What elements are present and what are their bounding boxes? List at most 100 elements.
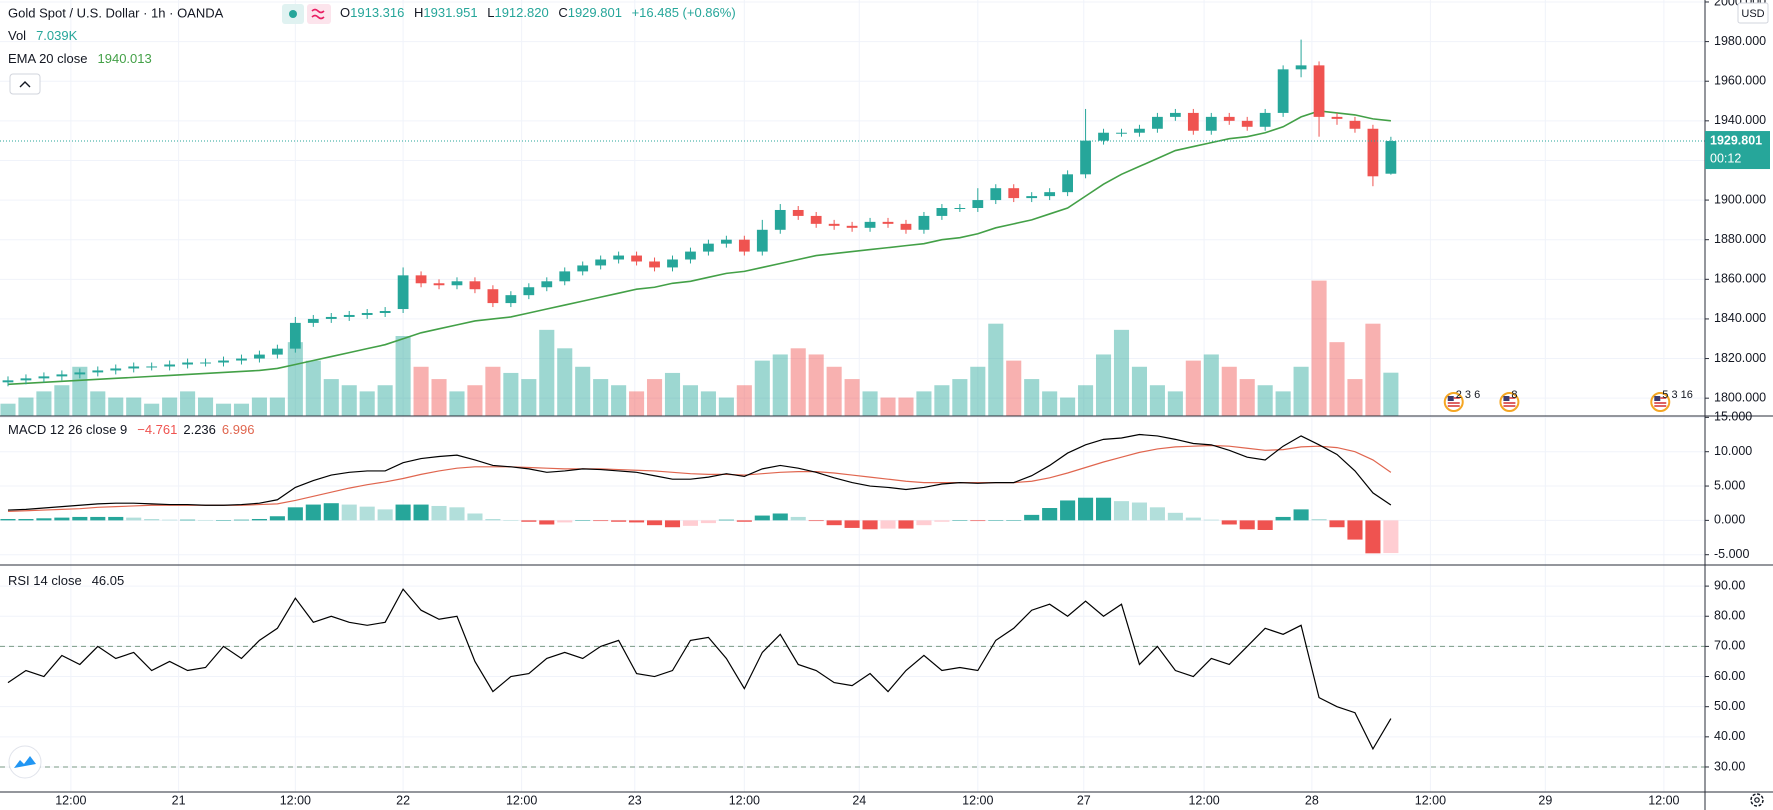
y-tick-label: 1960.000 <box>1714 74 1766 88</box>
candle-body <box>1098 132 1109 141</box>
volume-bar <box>233 403 250 416</box>
event-label: 8 <box>1511 389 1517 401</box>
volume-bar <box>144 403 160 416</box>
candle-body <box>792 209 804 216</box>
histogram-bar <box>126 517 142 521</box>
candle-body <box>882 221 894 224</box>
candle-body <box>164 364 176 367</box>
volume-bar <box>1257 385 1273 416</box>
histogram-bar <box>611 520 627 522</box>
histogram-bar <box>1239 520 1255 530</box>
visibility-button[interactable] <box>282 4 304 24</box>
volume-bar <box>1060 397 1076 416</box>
histogram-bar <box>377 509 393 521</box>
event-flag-stripes <box>1503 397 1516 407</box>
x-tick-label: 12:00 <box>55 793 86 807</box>
candle-body <box>92 370 104 373</box>
volume-bar <box>1149 385 1165 416</box>
marks-layer: 2 3 6 8 5 3 16 <box>0 39 1705 768</box>
histogram-bar <box>880 520 896 529</box>
candle-body <box>343 314 355 317</box>
histogram-bar <box>916 520 932 526</box>
event-marker[interactable]: 5 3 16 <box>1650 389 1693 412</box>
histogram-bar <box>269 516 285 521</box>
ohlc-key: O <box>340 5 350 20</box>
volume-bar <box>916 391 932 416</box>
volume-bar <box>736 385 752 416</box>
histogram-bar <box>646 520 663 526</box>
button-icon <box>289 10 297 18</box>
volume-bar <box>1042 391 1058 416</box>
histogram-bar <box>90 516 106 521</box>
candle-body <box>1385 141 1397 174</box>
histogram-bar <box>251 518 267 521</box>
volume-bar <box>54 385 70 416</box>
symbol-title: Gold Spot / U.S. Dollar · 1h · OANDA <box>8 5 224 20</box>
countdown-label: 00:12 <box>1710 151 1741 165</box>
event-marker[interactable]: 8 <box>1499 389 1520 412</box>
histogram-bar <box>1042 508 1058 521</box>
volume-value: 7.039K <box>36 28 78 43</box>
volume-bar <box>1078 385 1094 416</box>
volume-bar <box>808 354 824 416</box>
histogram-bar <box>54 517 70 521</box>
histogram-bar <box>413 504 429 521</box>
y-tick-label: 1800.000 <box>1714 390 1766 404</box>
macd-value: 2.236 <box>183 422 216 437</box>
settings-button[interactable] <box>1750 793 1764 807</box>
volume-legend: Vol 7.039K <box>8 28 78 43</box>
y-tick-label: 5.000 <box>1714 478 1745 492</box>
volume-bar <box>36 391 52 416</box>
compare-button[interactable] <box>307 4 331 24</box>
volume-bar <box>90 391 106 416</box>
volume-bar <box>682 385 699 416</box>
last-price-label: 1929.801 <box>1710 133 1762 147</box>
volume-bar <box>269 397 285 416</box>
x-tick-label: 22 <box>396 793 410 807</box>
candle-body <box>289 322 301 349</box>
volume-bar <box>18 397 34 416</box>
candle-body <box>900 223 912 230</box>
candle-body <box>1187 112 1199 131</box>
event-label: 5 3 16 <box>1662 389 1693 401</box>
y-tick-label: 30.00 <box>1714 759 1745 773</box>
candle-body <box>1205 116 1217 131</box>
candle-body <box>577 265 589 272</box>
currency-box[interactable] <box>1737 2 1769 24</box>
macd-name: MACD 12 26 close 9 <box>8 422 127 437</box>
histogram-bar <box>1113 501 1130 521</box>
candle-body <box>325 316 337 319</box>
event-flag-stripes <box>1654 397 1667 407</box>
histogram-bar <box>72 516 88 521</box>
logo[interactable] <box>8 745 42 779</box>
candle-body <box>613 255 625 260</box>
histogram-bar <box>934 520 950 522</box>
candle-body <box>1008 188 1020 199</box>
histogram-bar <box>970 520 986 522</box>
histogram-bar <box>395 504 411 521</box>
histogram-bar <box>108 516 124 521</box>
ema-name: EMA 20 close <box>8 51 88 66</box>
event-marker[interactable]: 2 3 6 <box>1443 389 1480 412</box>
ema-legend: EMA 20 close 1940.013 <box>8 51 152 66</box>
candle-body <box>307 318 319 323</box>
volume-bar <box>215 403 232 416</box>
y-tick-label: 50.00 <box>1714 699 1745 713</box>
candle-body <box>541 281 553 288</box>
histogram-bar <box>1311 518 1327 521</box>
rsi-name: RSI 14 close <box>8 573 82 588</box>
volume-bar <box>1311 280 1327 416</box>
volume-bar <box>1221 366 1237 416</box>
candle-body <box>864 221 876 228</box>
y-tick-label: 90.00 <box>1714 578 1745 592</box>
volume-bar <box>1095 354 1112 416</box>
ohlc-value: 1912.820 <box>494 5 548 20</box>
collapse-button[interactable] <box>9 73 41 95</box>
histogram-bar <box>36 518 52 521</box>
ohlc-key: C <box>558 5 567 20</box>
x-tick-label: 29 <box>1538 793 1552 807</box>
volume-bar <box>1113 329 1130 416</box>
volume-bar <box>305 360 321 416</box>
y-tick-label: 1900.000 <box>1714 192 1766 206</box>
